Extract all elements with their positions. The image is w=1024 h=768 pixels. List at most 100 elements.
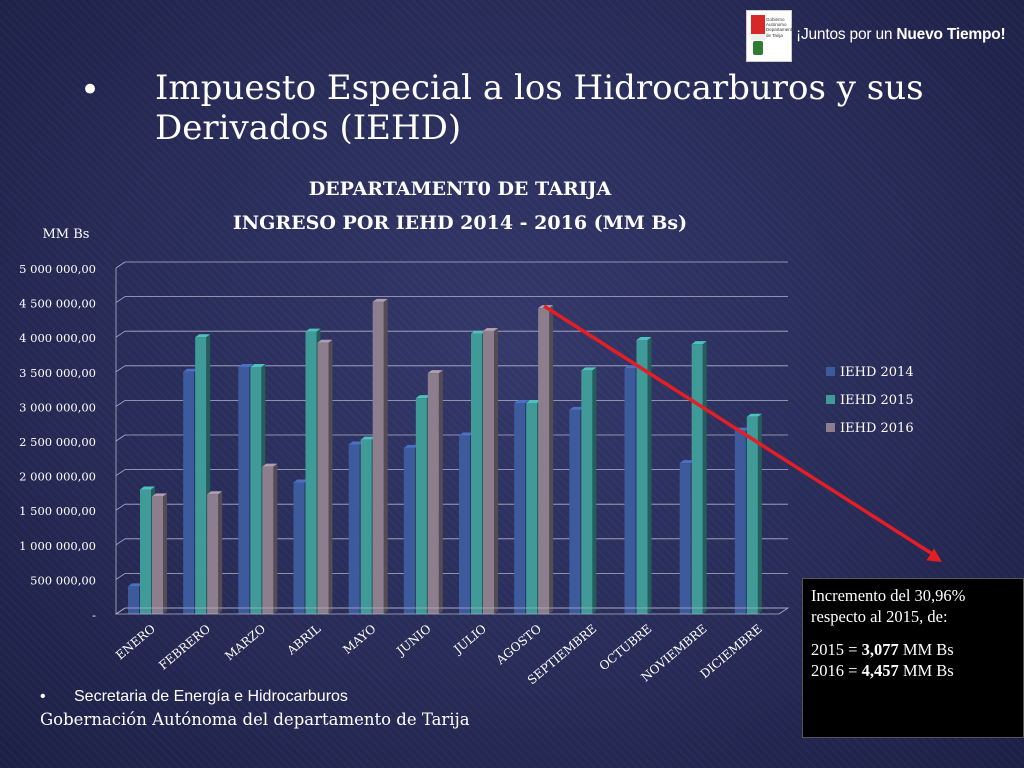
bar-side bbox=[163, 493, 167, 614]
gridline-depth bbox=[115, 296, 126, 303]
bar bbox=[140, 489, 151, 614]
x-tick-label: OCTUBRE bbox=[597, 622, 655, 674]
bar-side bbox=[647, 336, 652, 614]
bar-top bbox=[293, 479, 309, 483]
slogan-prefix: ¡Juntos por un bbox=[796, 26, 897, 43]
title-bullet: • bbox=[80, 70, 101, 110]
y-axis-label: MM Bs bbox=[43, 227, 90, 242]
bar-side bbox=[273, 463, 278, 614]
bar-top bbox=[526, 399, 542, 403]
legend-swatch bbox=[826, 367, 835, 376]
bar-top bbox=[195, 334, 211, 338]
bar bbox=[372, 301, 384, 614]
y-tick-label: 4 500 000,00 bbox=[19, 297, 96, 311]
legend-label: IEHD 2014 bbox=[840, 365, 914, 380]
legend-swatch bbox=[826, 423, 835, 432]
gridline-depth bbox=[115, 538, 126, 546]
bar bbox=[207, 494, 219, 614]
x-tick-label: ENERO bbox=[113, 621, 158, 662]
bar-top bbox=[140, 486, 155, 490]
legend-label: IEHD 2016 bbox=[840, 421, 914, 436]
source-note: • Secretaria de Energía e Hidrocarburos … bbox=[40, 685, 470, 731]
bar bbox=[262, 466, 274, 614]
gridline-depth bbox=[115, 503, 126, 511]
y-tick-label: 3 500 000,00 bbox=[19, 366, 96, 380]
gridline-depth bbox=[115, 330, 126, 338]
bar-top bbox=[427, 370, 443, 374]
bar-top bbox=[483, 327, 498, 331]
bar bbox=[195, 337, 207, 614]
y-tick-label: 5 000 000,00 bbox=[19, 262, 96, 276]
y-tick-label: - bbox=[92, 608, 96, 622]
source-line1: Secretaria de Energía e Hidrocarburos bbox=[74, 688, 348, 705]
bar-top bbox=[471, 330, 486, 334]
trend-arrow-line bbox=[543, 304, 935, 557]
gridline-depth bbox=[115, 573, 126, 580]
y-tick-label: 1 000 000,00 bbox=[19, 539, 96, 553]
bar bbox=[746, 416, 758, 614]
bar bbox=[636, 339, 648, 614]
chart-title-line1: DEPARTAMENT0 DE TARIJA bbox=[308, 178, 612, 200]
gridline-depth bbox=[115, 434, 126, 442]
trend-arrow-head bbox=[926, 548, 942, 562]
bar-top bbox=[459, 432, 474, 436]
logo-text: Gobierno Autónomo Departamental de Tarij… bbox=[766, 17, 796, 38]
bar-top bbox=[403, 444, 419, 448]
chart-title: DEPARTAMENT0 DE TARIJA INGRESO POR IEHD … bbox=[200, 172, 720, 240]
bar bbox=[293, 482, 305, 614]
y-tick-label: 3 000 000,00 bbox=[19, 400, 96, 414]
y-tick-label: 1 500 000,00 bbox=[19, 504, 96, 518]
x-tick-label: ABRIL bbox=[284, 622, 324, 659]
slogan-bold: Nuevo Tiempo! bbox=[896, 26, 1006, 43]
source-line2: Gobernación Autónoma del departamento de… bbox=[40, 710, 470, 729]
bar-side bbox=[549, 305, 554, 614]
x-tick-label: JUNIO bbox=[393, 621, 434, 659]
bar bbox=[514, 402, 526, 614]
bar bbox=[538, 308, 550, 614]
x-tick-label: FEBRERO bbox=[156, 621, 213, 672]
chart-title-line2: INGRESO POR IEHD 2014 - 2016 (MM Bs) bbox=[232, 212, 688, 234]
bar bbox=[691, 344, 703, 614]
gridline-depth bbox=[115, 469, 126, 476]
bar bbox=[348, 444, 360, 614]
bar-top bbox=[305, 328, 321, 332]
bar-top bbox=[415, 395, 431, 399]
info-line3-suffix: MM Bs bbox=[898, 640, 954, 659]
bar bbox=[483, 330, 494, 614]
bar bbox=[427, 373, 439, 614]
bar bbox=[624, 368, 636, 614]
bar bbox=[183, 371, 195, 614]
bar-top bbox=[360, 436, 376, 440]
bar-top bbox=[207, 491, 223, 495]
bar-top bbox=[581, 367, 597, 371]
bar-side bbox=[494, 327, 498, 614]
info-line3-prefix: 2015 = bbox=[811, 640, 862, 659]
bar-top bbox=[128, 583, 143, 587]
bar-top bbox=[183, 368, 199, 372]
y-tick-label: 2 000 000,00 bbox=[19, 470, 96, 484]
bar bbox=[152, 496, 163, 614]
legend-swatch bbox=[826, 395, 835, 404]
bar-side bbox=[383, 298, 388, 614]
bar bbox=[238, 366, 250, 614]
bar bbox=[305, 331, 317, 614]
bar-side bbox=[592, 367, 597, 614]
gridline-depth bbox=[115, 261, 126, 269]
info-line1: Incremento del 30,96% bbox=[811, 586, 966, 605]
page-title: Impuesto Especial a los Hidrocarburos y … bbox=[155, 68, 924, 148]
info-line4-value: 4,457 bbox=[861, 661, 899, 680]
header-logo: Gobierno Autónomo Departamental de Tarij… bbox=[746, 10, 1020, 62]
x-tick-label: MAYO bbox=[340, 621, 378, 656]
bar bbox=[415, 398, 427, 614]
slogan: ¡Juntos por un Nuevo Tiempo! bbox=[796, 26, 1006, 44]
bar-top bbox=[250, 363, 266, 367]
flag-icon bbox=[751, 15, 765, 33]
y-tick-label: 4 000 000,00 bbox=[19, 331, 96, 345]
bar bbox=[360, 439, 372, 614]
bar-top bbox=[238, 363, 254, 367]
bar-top bbox=[679, 460, 695, 464]
info-line4-prefix: 2016 = bbox=[811, 661, 862, 680]
bar-top bbox=[262, 463, 278, 467]
bar bbox=[317, 342, 329, 614]
x-tick-label: MARZO bbox=[222, 621, 268, 663]
